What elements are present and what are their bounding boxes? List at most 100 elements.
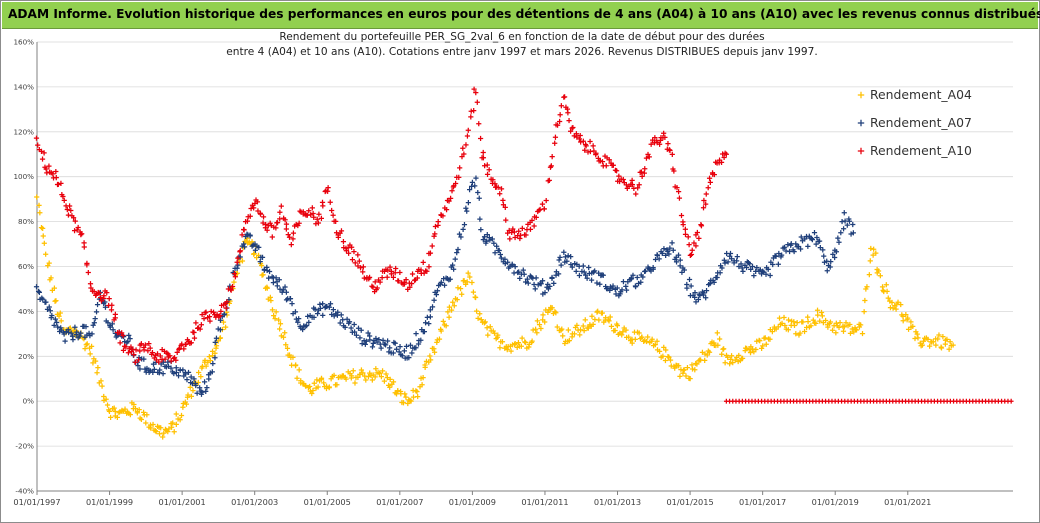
point-rendement-a04 [536, 322, 543, 328]
point-rendement-a04 [457, 285, 464, 292]
point-rendement-a10 [420, 259, 426, 265]
point-rendement-a04 [565, 327, 571, 333]
point-rendement-a10 [183, 341, 189, 347]
point-rendement-a04 [808, 323, 814, 329]
x-tick-label: 01/01/1999 [86, 497, 133, 507]
point-rendement-a10 [173, 357, 179, 363]
point-rendement-a10 [529, 217, 535, 224]
point-rendement-a07 [68, 330, 74, 336]
point-rendement-a07 [478, 227, 484, 233]
point-rendement-a07 [767, 272, 773, 279]
point-rendement-a04 [801, 328, 808, 335]
point-rendement-a07 [36, 289, 42, 296]
point-rendement-a10 [119, 330, 125, 336]
point-rendement-a07 [497, 251, 503, 258]
point-rendement-a07 [788, 241, 794, 247]
point-rendement-a07 [516, 269, 522, 275]
point-rendement-a10 [117, 340, 123, 346]
point-rendement-a07 [684, 285, 690, 291]
point-rendement-a04 [596, 317, 602, 323]
point-rendement-a10 [638, 169, 645, 175]
point-rendement-a07 [842, 218, 848, 224]
point-rendement-a07 [487, 237, 493, 243]
point-rendement-a04 [169, 424, 175, 430]
point-rendement-a04 [383, 371, 389, 377]
point-rendement-a04 [841, 324, 847, 330]
point-rendement-a10 [79, 231, 85, 237]
point-rendement-a10 [486, 167, 492, 173]
point-rendement-a07 [83, 324, 89, 330]
y-tick-label: 160% [13, 38, 34, 47]
point-rendement-a07 [191, 376, 197, 382]
point-rendement-a07 [344, 316, 350, 322]
point-rendement-a04 [862, 297, 868, 304]
point-rendement-a07 [397, 343, 403, 350]
point-rendement-a10 [330, 212, 336, 218]
point-rendement-a04 [92, 358, 99, 364]
point-rendement-a04 [461, 278, 467, 284]
point-rendement-a04 [608, 323, 615, 329]
point-rendement-a10 [133, 347, 139, 353]
point-rendement-a07 [630, 272, 636, 278]
point-rendement-a10 [440, 213, 446, 219]
point-rendement-a04 [268, 297, 274, 304]
point-rendement-a07 [496, 247, 502, 254]
point-rendement-a07 [141, 356, 147, 362]
point-rendement-a07 [677, 263, 683, 269]
point-rendement-a04 [260, 272, 266, 278]
point-rendement-a04 [46, 260, 52, 266]
point-rendement-a07 [74, 329, 80, 335]
point-rendement-a04 [763, 341, 769, 347]
point-rendement-a04 [580, 323, 586, 329]
point-rendement-a07 [324, 303, 330, 310]
point-rendement-a04 [34, 194, 40, 200]
point-rendement-a07 [580, 263, 586, 269]
point-rendement-a10 [145, 348, 151, 354]
point-rendement-a04 [190, 387, 196, 394]
point-rendement-a07 [703, 287, 710, 294]
point-rendement-a10 [682, 226, 688, 232]
point-rendement-a04 [82, 346, 88, 352]
x-tick-label: 01/01/2021 [884, 497, 931, 507]
legend-label-rendement-a10: Rendement_A10 [870, 143, 972, 158]
point-rendement-a04 [315, 384, 321, 390]
point-rendement-a07 [584, 275, 590, 281]
point-rendement-a10 [277, 216, 283, 222]
point-rendement-a10 [703, 201, 709, 207]
point-rendement-a07 [754, 264, 760, 271]
point-rendement-a07 [568, 261, 574, 268]
point-rendement-a07 [573, 268, 579, 274]
point-rendement-a07 [594, 280, 600, 286]
point-rendement-a07 [357, 335, 363, 341]
point-rendement-a04 [585, 325, 591, 331]
point-rendement-a07 [326, 304, 332, 310]
point-rendement-a10 [484, 162, 490, 168]
point-rendement-a07 [476, 195, 482, 201]
point-rendement-a07 [451, 266, 457, 272]
point-rendement-a07 [204, 385, 210, 391]
point-rendement-a04 [534, 318, 540, 324]
point-rendement-a04 [132, 405, 139, 412]
point-rendement-a04 [791, 322, 798, 329]
point-rendement-a04 [884, 288, 890, 294]
point-rendement-a10 [465, 127, 471, 133]
point-rendement-a10-zero-band [1008, 398, 1014, 404]
point-rendement-a10 [568, 128, 574, 134]
point-rendement-a07 [692, 289, 698, 296]
point-rendement-a04 [307, 383, 313, 390]
point-rendement-a04 [173, 411, 179, 417]
point-rendement-a04 [455, 285, 461, 291]
point-rendement-a04 [116, 410, 122, 416]
point-rendement-a10 [552, 134, 559, 140]
point-rendement-a04 [178, 412, 185, 419]
point-rendement-a10 [357, 265, 364, 271]
point-rendement-a04 [127, 412, 133, 418]
point-rendement-a07 [588, 277, 595, 283]
point-rendement-a04 [512, 341, 518, 347]
point-rendement-a10 [193, 320, 199, 326]
point-rendement-a10 [316, 211, 322, 217]
point-rendement-a07 [413, 331, 419, 337]
point-rendement-a04 [805, 314, 811, 320]
point-rendement-a07 [850, 230, 856, 236]
point-rendement-a07 [292, 309, 299, 315]
